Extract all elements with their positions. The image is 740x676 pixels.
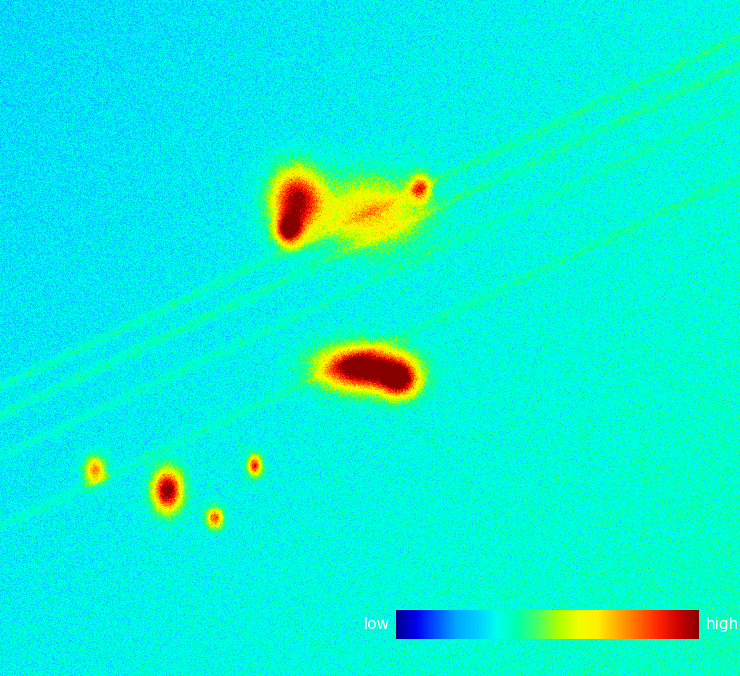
Text: high: high [705, 617, 739, 632]
Text: low: low [363, 617, 390, 632]
